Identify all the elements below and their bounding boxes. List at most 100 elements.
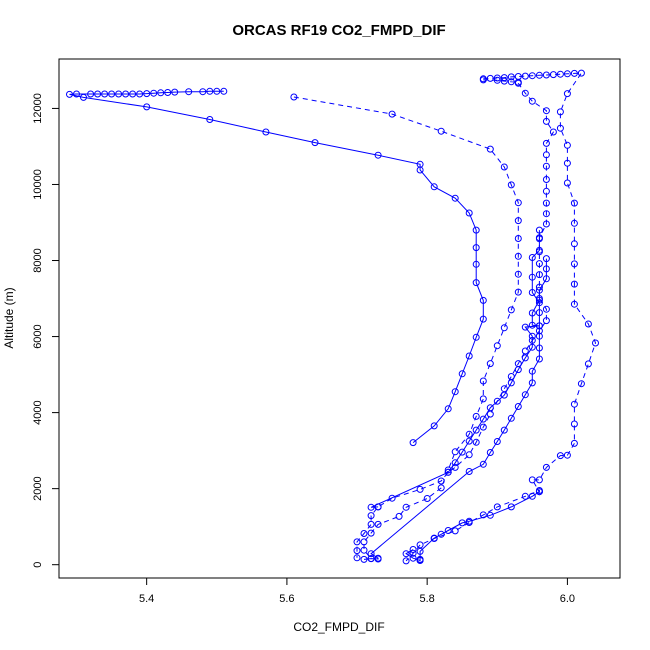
data-point [486, 449, 494, 456]
data-point [409, 439, 417, 447]
data-point [479, 511, 487, 519]
data-point [479, 296, 487, 304]
data-point [528, 476, 536, 484]
data-point [108, 90, 116, 98]
data-point [122, 90, 130, 98]
y-tick-label: 10000 [32, 169, 44, 200]
data-point [486, 404, 494, 412]
data-point [402, 503, 410, 511]
data-point [528, 254, 536, 261]
series-line [370, 258, 547, 508]
y-tick-label: 12000 [32, 93, 44, 124]
data-point [367, 503, 375, 511]
data-point [493, 74, 501, 82]
data-point [136, 90, 144, 98]
data-point [570, 420, 578, 428]
data-point [514, 79, 522, 87]
data-point [479, 415, 487, 423]
data-point [507, 306, 515, 314]
data-point [570, 400, 578, 408]
data-point [367, 512, 375, 520]
series-line [356, 79, 554, 558]
data-point [563, 141, 571, 149]
data-point [563, 70, 571, 78]
data-point [542, 305, 550, 313]
data-point [514, 288, 522, 296]
data-point [409, 546, 417, 553]
data-point [570, 199, 578, 207]
data-point [535, 299, 543, 307]
data-point [199, 88, 207, 96]
data-point [150, 89, 158, 97]
data-point [556, 452, 564, 460]
data-point [444, 527, 452, 534]
data-point [528, 492, 536, 500]
data-point [458, 519, 466, 527]
data-point [528, 321, 536, 329]
data-point [444, 405, 452, 413]
data-point [262, 128, 270, 136]
data-point [535, 246, 543, 254]
data-point [430, 534, 438, 542]
data-point [444, 468, 452, 476]
data-point [542, 117, 550, 125]
data-point [535, 286, 543, 294]
x-tick-label: 5.8 [420, 593, 435, 605]
data-point [423, 495, 431, 502]
data-point [542, 107, 550, 115]
data-point [535, 271, 543, 279]
data-point [542, 176, 550, 183]
data-point [493, 76, 501, 84]
data-point [556, 108, 564, 116]
data-point [472, 438, 480, 446]
data-point [528, 289, 536, 296]
data-point [528, 72, 536, 80]
data-point [542, 265, 550, 273]
data-point [479, 423, 487, 431]
data-point [528, 97, 536, 105]
data-point [388, 110, 396, 118]
y-axis-label: Altitude (m) [2, 287, 16, 348]
series-line [363, 230, 540, 560]
data-point [521, 354, 529, 362]
data-point [402, 550, 410, 558]
data-point [479, 377, 487, 385]
data-point [87, 90, 95, 98]
data-point [437, 477, 445, 485]
data-point [570, 260, 578, 268]
series-line [405, 72, 597, 562]
data-point [542, 255, 550, 263]
data-point [472, 244, 480, 252]
data-point [535, 322, 543, 330]
data-point [528, 332, 536, 340]
data-point [528, 367, 536, 375]
x-tick-label: 5.6 [279, 593, 294, 605]
data-series [66, 69, 599, 565]
data-point [451, 527, 459, 535]
data-point [171, 88, 179, 96]
data-point [486, 145, 494, 153]
data-point [465, 451, 473, 459]
data-point [542, 187, 550, 195]
data-point [353, 547, 361, 555]
data-point [416, 555, 424, 563]
data-point [367, 550, 375, 558]
data-point [535, 332, 543, 340]
data-point [486, 511, 494, 519]
data-point [409, 549, 417, 557]
data-point [584, 360, 592, 368]
data-point [360, 546, 368, 554]
x-axis: 5.4 5.6 5.8 6.0 [139, 578, 575, 605]
data-point [458, 370, 466, 378]
data-point [73, 90, 80, 98]
series-line [405, 491, 540, 562]
data-point [465, 437, 473, 445]
data-point [465, 209, 473, 217]
data-point [374, 555, 382, 563]
data-point [290, 93, 298, 101]
y-tick-label: 2000 [32, 476, 44, 500]
data-point [549, 128, 557, 136]
data-point [570, 219, 578, 227]
data-point [367, 520, 375, 528]
